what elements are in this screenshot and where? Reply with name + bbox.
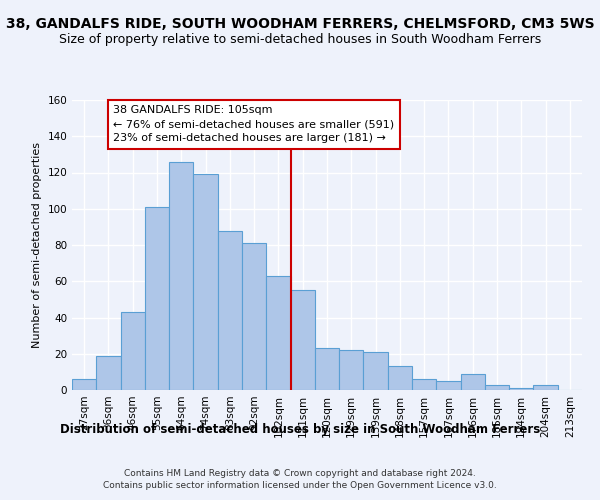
Bar bbox=[96, 356, 121, 390]
Text: 38, GANDALFS RIDE, SOUTH WOODHAM FERRERS, CHELMSFORD, CM3 5WS: 38, GANDALFS RIDE, SOUTH WOODHAM FERRERS… bbox=[5, 18, 595, 32]
Bar bbox=[461, 374, 485, 390]
Text: Contains HM Land Registry data © Crown copyright and database right 2024.: Contains HM Land Registry data © Crown c… bbox=[124, 468, 476, 477]
Bar bbox=[509, 388, 533, 390]
Bar bbox=[193, 174, 218, 390]
Bar bbox=[533, 384, 558, 390]
Bar bbox=[412, 379, 436, 390]
Bar bbox=[364, 352, 388, 390]
Bar bbox=[388, 366, 412, 390]
Bar bbox=[436, 381, 461, 390]
Bar bbox=[121, 312, 145, 390]
Bar bbox=[315, 348, 339, 390]
Bar bbox=[72, 379, 96, 390]
Text: Contains public sector information licensed under the Open Government Licence v3: Contains public sector information licen… bbox=[103, 481, 497, 490]
Bar bbox=[339, 350, 364, 390]
Bar bbox=[485, 384, 509, 390]
Bar bbox=[242, 243, 266, 390]
Bar bbox=[145, 207, 169, 390]
Bar bbox=[169, 162, 193, 390]
Bar bbox=[218, 230, 242, 390]
Text: Size of property relative to semi-detached houses in South Woodham Ferrers: Size of property relative to semi-detach… bbox=[59, 32, 541, 46]
Text: Distribution of semi-detached houses by size in South Woodham Ferrers: Distribution of semi-detached houses by … bbox=[60, 422, 540, 436]
Y-axis label: Number of semi-detached properties: Number of semi-detached properties bbox=[32, 142, 42, 348]
Text: 38 GANDALFS RIDE: 105sqm
← 76% of semi-detached houses are smaller (591)
23% of : 38 GANDALFS RIDE: 105sqm ← 76% of semi-d… bbox=[113, 106, 394, 144]
Bar bbox=[266, 276, 290, 390]
Bar bbox=[290, 290, 315, 390]
